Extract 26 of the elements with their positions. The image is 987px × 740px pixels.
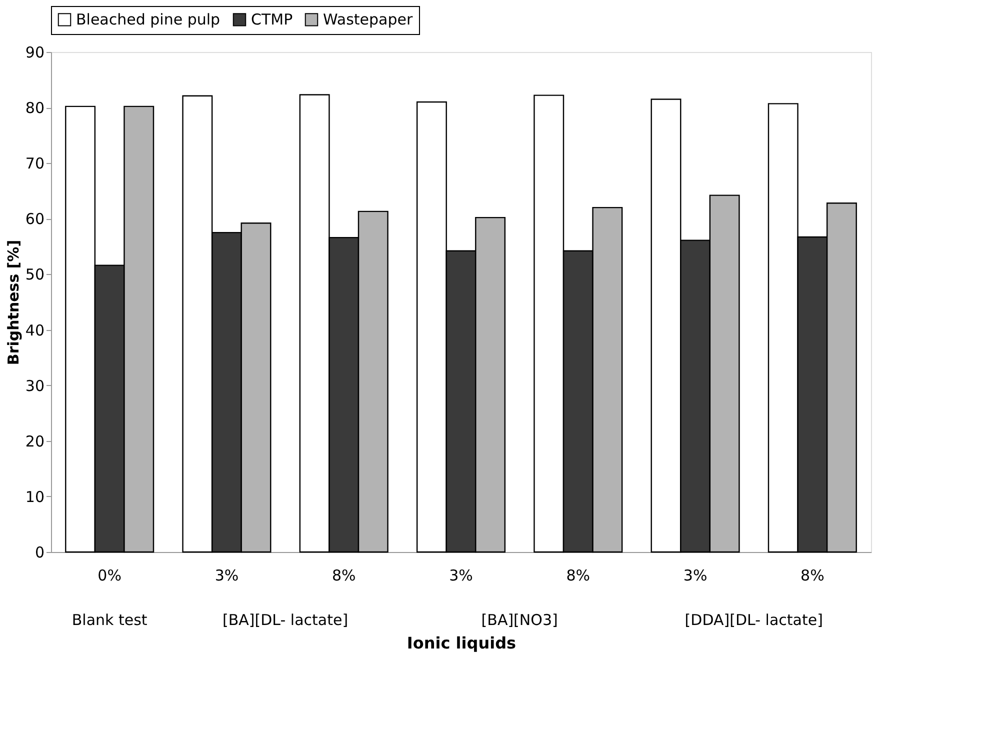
text: [DDA][DL- lactate] [684, 611, 823, 629]
legend-label: CTMP [251, 10, 293, 29]
x-tick-label: 8% [332, 566, 356, 584]
x-tick-label: 3% [683, 566, 708, 584]
text: [BA][NO3] [481, 611, 558, 629]
x-tick-label: 8% [566, 566, 590, 584]
y-tick-label: 70 [25, 154, 44, 173]
legend-label: Wastepaper [323, 10, 414, 29]
x-tick-label: 3% [214, 566, 239, 584]
x-tick-label: 3% [449, 566, 473, 584]
y-tick-label: 10 [25, 488, 44, 506]
y-tick-label: 50 [25, 266, 44, 284]
text: Blank test [72, 611, 148, 629]
y-axis-title: Brightness [%] [4, 240, 22, 366]
text: [BA][DL- lactate] [222, 611, 348, 629]
x-tick-label: 8% [800, 566, 824, 584]
y-tick-label: 40 [25, 321, 44, 340]
x-axis-title: Ionic liquids [406, 634, 516, 652]
legend-label: Bleached pine pulp [76, 10, 220, 29]
x-tick-label: 0% [98, 566, 122, 584]
y-tick-label: 30 [25, 376, 44, 395]
y-tick-label: 80 [25, 99, 44, 118]
y-tick-label: 90 [25, 44, 44, 62]
y-tick-label: 0 [34, 544, 44, 562]
y-tick-label: 20 [25, 432, 44, 450]
y-tick-label: 60 [25, 210, 44, 228]
